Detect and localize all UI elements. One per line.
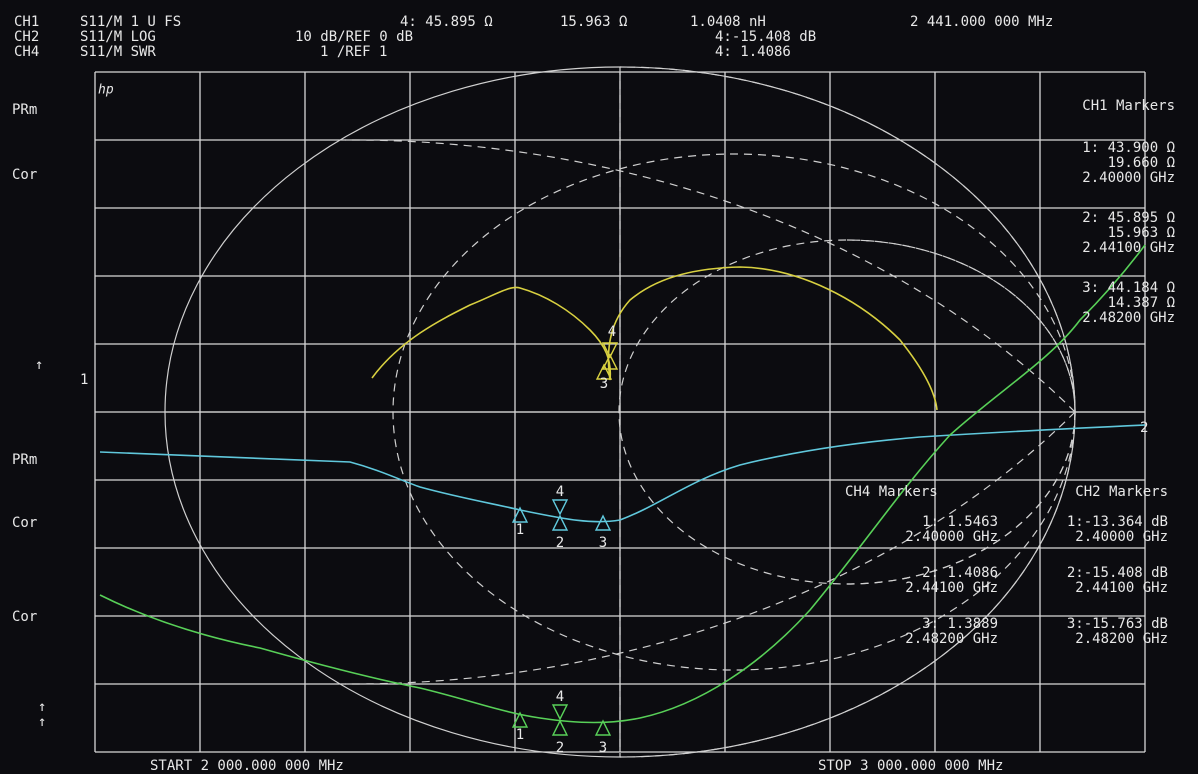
marker-readout: 2: 45.895 Ω bbox=[1082, 210, 1175, 226]
marker-readout: 1:-13.364 dB bbox=[1067, 514, 1168, 530]
header-field: 4: 1.4086 bbox=[715, 44, 791, 60]
marker-readout: 2.40000 GHz bbox=[1075, 529, 1168, 545]
side-label: PRm bbox=[12, 452, 37, 468]
trace-marker-label: 4 bbox=[556, 689, 564, 705]
marker-readout: 2.40000 GHz bbox=[905, 529, 998, 545]
marker-readout: 2.48200 GHz bbox=[1082, 310, 1175, 326]
trace-marker-label: 3 bbox=[599, 740, 607, 756]
header-field: 1 /REF 1 bbox=[320, 44, 387, 60]
trace-marker-label: 1 bbox=[516, 727, 524, 743]
trace-marker-label: 4 bbox=[556, 484, 564, 500]
channel-label: CH2 bbox=[14, 29, 39, 45]
marker-panel-title: CH4 Markers bbox=[845, 484, 938, 500]
side-label: ↑ bbox=[35, 357, 43, 373]
header-field: 15.963 Ω bbox=[560, 14, 627, 30]
side-label: PRm bbox=[12, 102, 37, 118]
marker-readout: 1: 1.5463 bbox=[922, 514, 998, 530]
marker-readout: 2.40000 GHz bbox=[1082, 170, 1175, 186]
marker-readout: 3: 1.3889 bbox=[922, 616, 998, 632]
trace-marker-label: 4 bbox=[608, 324, 616, 340]
analyzer-screen: hp CH1 S11/M 1 U FS 4: 45.895 Ω 15.963 Ω 1.0… bbox=[0, 0, 1198, 774]
footer-stop: STOP 3 000.000 000 MHz bbox=[818, 758, 1003, 774]
marker-readout: 2:-15.408 dB bbox=[1067, 565, 1168, 581]
side-label: Cor bbox=[12, 167, 37, 183]
parameter-label: S11/M SWR bbox=[80, 44, 156, 60]
marker-readout: 2.48200 GHz bbox=[1075, 631, 1168, 647]
marker-readout: 3:-15.763 dB bbox=[1067, 616, 1168, 632]
header-field: 2 441.000 000 MHz bbox=[910, 14, 1053, 30]
marker-readout: 15.963 Ω bbox=[1108, 225, 1175, 241]
marker-readout: 14.387 Ω bbox=[1108, 295, 1175, 311]
footer-start: START 2 000.000 000 MHz bbox=[150, 758, 344, 774]
logo: hp bbox=[98, 83, 114, 98]
side-label: 1 bbox=[80, 372, 88, 388]
parameter-label: S11/M 1 U FS bbox=[80, 14, 181, 30]
channel-label: CH1 bbox=[14, 14, 39, 30]
trace-marker-label: 3 bbox=[599, 535, 607, 551]
side-label: Cor bbox=[12, 609, 37, 625]
channel-label: CH4 bbox=[14, 44, 39, 60]
marker-readout: 2.44100 GHz bbox=[1082, 240, 1175, 256]
marker-readout: 2.44100 GHz bbox=[1075, 580, 1168, 596]
header-field: 4:-15.408 dB bbox=[715, 29, 816, 45]
trace-marker-label: 2 bbox=[556, 535, 564, 551]
marker-readout: 3: 44.184 Ω bbox=[1082, 280, 1175, 296]
marker-readout: 19.660 Ω bbox=[1108, 155, 1175, 171]
side-label: ↑ bbox=[38, 714, 46, 730]
marker-readout: 2: 1.4086 bbox=[922, 565, 998, 581]
trace-end-label: 2 bbox=[1140, 420, 1148, 436]
header-field: 4: 45.895 Ω bbox=[400, 14, 493, 30]
header-field: 10 dB/REF 0 dB bbox=[295, 29, 413, 45]
marker-readout: 1: 43.900 Ω bbox=[1082, 140, 1175, 156]
trace-marker-label: 1 bbox=[516, 522, 524, 538]
parameter-label: S11/M LOG bbox=[80, 29, 156, 45]
header-field: 1.0408 nH bbox=[690, 14, 766, 30]
marker-panel-title: CH2 Markers bbox=[1075, 484, 1168, 500]
trace-marker-label: 2 bbox=[556, 740, 564, 756]
trace-marker-label: 3 bbox=[600, 376, 608, 392]
marker-readout: 2.44100 GHz bbox=[905, 580, 998, 596]
marker-panel-title: CH1 Markers bbox=[1082, 98, 1175, 114]
marker-readout: 2.48200 GHz bbox=[905, 631, 998, 647]
side-label: Cor bbox=[12, 515, 37, 531]
side-label: ↑ bbox=[38, 699, 46, 715]
